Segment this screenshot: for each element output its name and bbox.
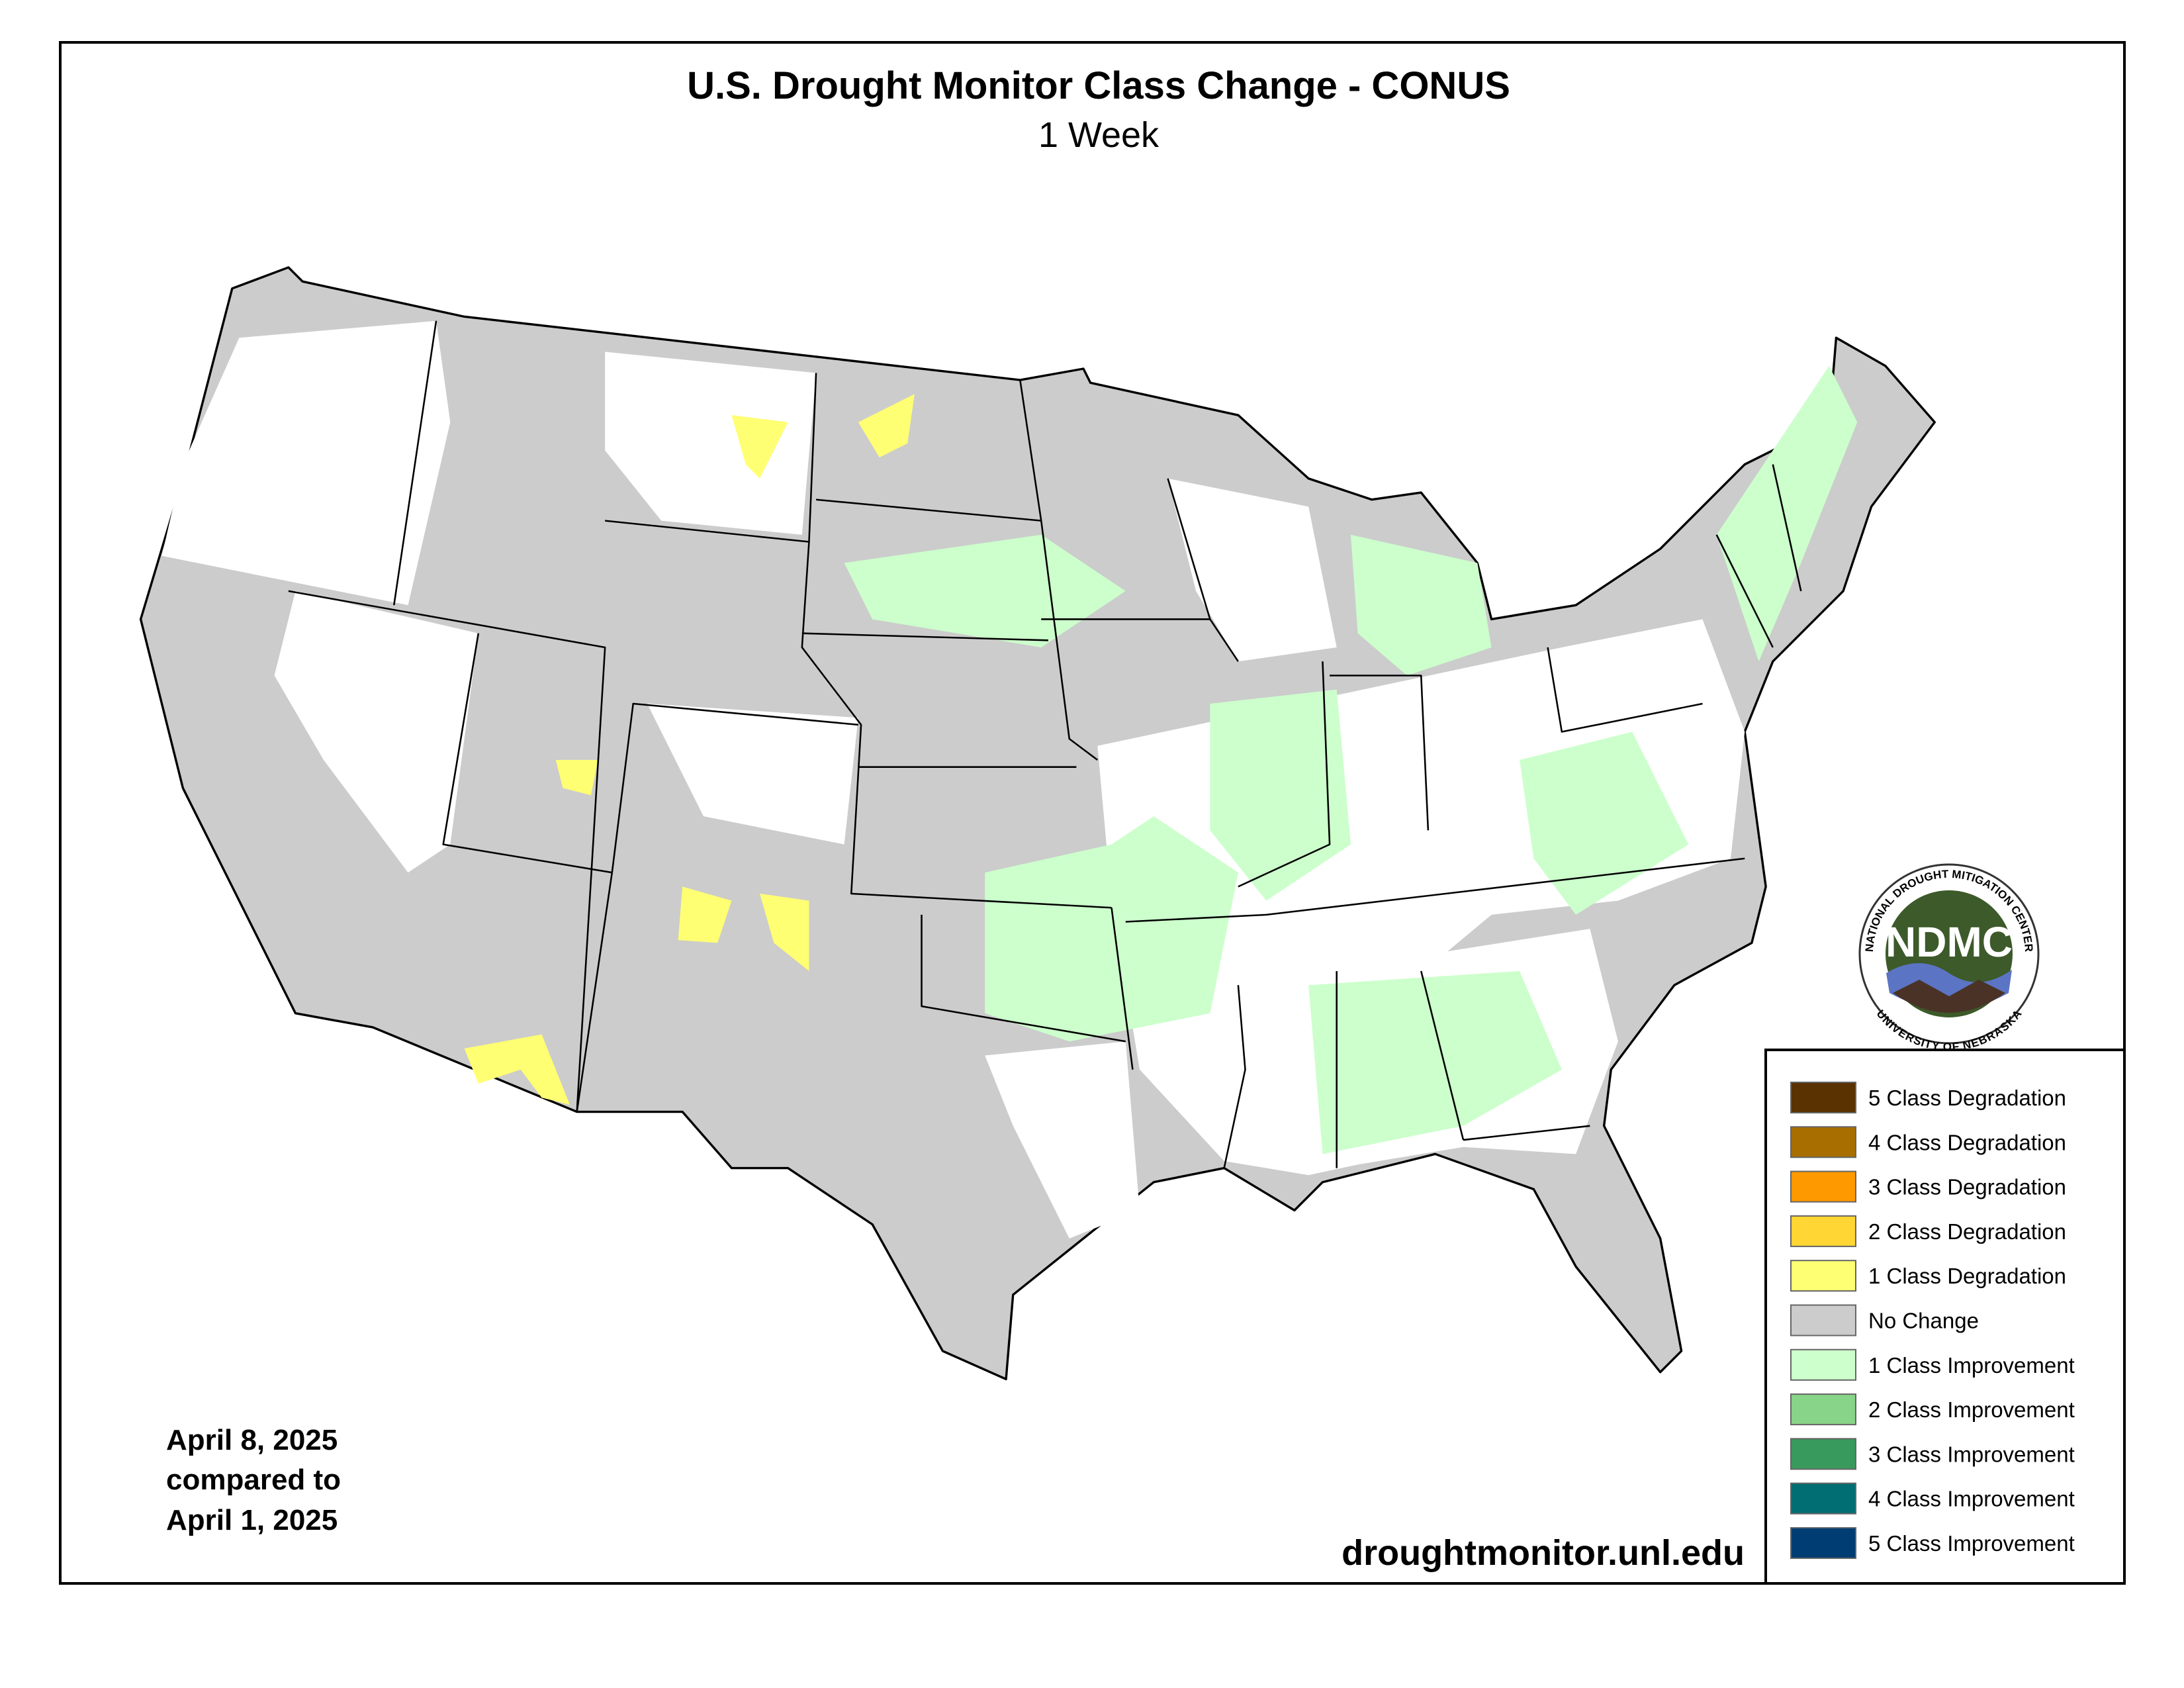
nd-degradation xyxy=(858,394,915,457)
legend-label: 3 Class Improvement xyxy=(1868,1442,2075,1466)
improvement-areas xyxy=(844,365,1858,1154)
legend-swatch xyxy=(1790,1438,1856,1470)
legend-swatch xyxy=(1790,1126,1856,1158)
date-line: April 8, 2025 xyxy=(166,1424,338,1456)
nm-east-degradation xyxy=(760,894,809,971)
northeast-improvement xyxy=(1716,365,1858,662)
legend-swatch xyxy=(1790,1348,1856,1381)
legend-label: No Change xyxy=(1868,1309,1979,1333)
plains-improvement xyxy=(985,816,1238,1042)
new-mexico-degradation xyxy=(678,886,732,943)
legend-label: 1 Class Improvement xyxy=(1868,1353,2075,1378)
colorado-white xyxy=(647,704,858,845)
legend-label: 4 Class Improvement xyxy=(1868,1487,2075,1511)
utah-degradation xyxy=(555,760,598,796)
legend-label: 2 Class Improvement xyxy=(1868,1397,2075,1422)
legend-label: 2 Class Degradation xyxy=(1868,1219,2066,1244)
deep-south-improvement xyxy=(1308,970,1562,1154)
degradation-areas xyxy=(464,394,915,1105)
logo-acronym: NDMC xyxy=(1886,918,2013,966)
subtitle: 1 Week xyxy=(1038,115,1160,155)
montana-white xyxy=(605,352,817,535)
legend-label: 3 Class Degradation xyxy=(1868,1175,2066,1199)
border xyxy=(288,320,1802,1168)
title: U.S. Drought Monitor Class Change - CONU… xyxy=(687,64,1510,107)
great-lakes-improvement xyxy=(1350,534,1492,676)
legend-label: 5 Class Improvement xyxy=(1868,1531,2075,1556)
logo-land xyxy=(1893,980,2005,1013)
pacific-northwest xyxy=(161,320,451,606)
arizona-degradation xyxy=(464,1034,570,1105)
legend-label: 4 Class Degradation xyxy=(1868,1130,2066,1154)
legend-swatch xyxy=(1790,1304,1856,1336)
legend-swatch xyxy=(1790,1527,1856,1559)
legend: 5 Class Degradation 4 Class Degradation 3 … xyxy=(1764,1049,2126,1585)
us-map xyxy=(139,266,1936,1381)
nevada xyxy=(274,590,478,873)
state-borders xyxy=(288,320,1802,1168)
legend-swatch xyxy=(1790,1170,1856,1203)
date-line: compared to xyxy=(166,1464,341,1496)
source-url: droughtmonitor.unl.edu xyxy=(1342,1533,1745,1573)
montana-degradation xyxy=(731,415,788,479)
midwest-improvement xyxy=(1210,689,1351,901)
legend-swatch xyxy=(1790,1482,1856,1515)
date-line: April 1, 2025 xyxy=(166,1504,338,1536)
ndmc-logo: NDMC NATIONAL DROUGHT MITIGATION CENTER … xyxy=(1858,863,2040,1053)
legend-swatch xyxy=(1790,1393,1856,1426)
legend-label: 5 Class Degradation xyxy=(1868,1086,2066,1110)
legend-swatch xyxy=(1790,1082,1856,1113)
east-texas-white xyxy=(985,1041,1140,1239)
legend-swatch xyxy=(1790,1260,1856,1292)
appalachia-improvement xyxy=(1520,731,1689,915)
legend-label: 1 Class Degradation xyxy=(1868,1264,2066,1288)
wisconsin-white xyxy=(1167,478,1337,662)
legend-swatch xyxy=(1790,1215,1856,1247)
